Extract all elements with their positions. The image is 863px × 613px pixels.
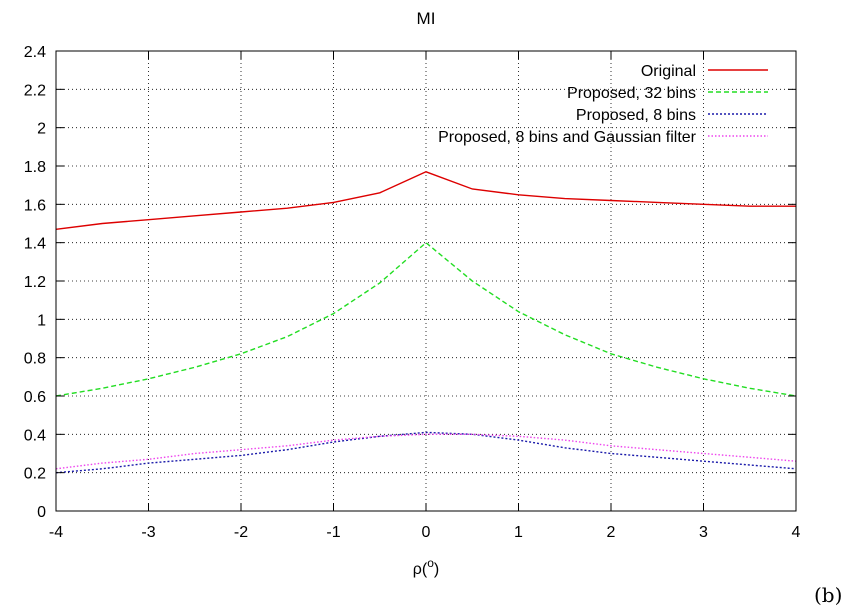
legend-label: Proposed, 8 bins bbox=[576, 107, 696, 124]
y-tick-label: 2 bbox=[37, 121, 46, 138]
y-tick-label: 2.2 bbox=[24, 82, 46, 99]
x-tick-label: 2 bbox=[607, 524, 616, 541]
y-tick-label: 1.6 bbox=[24, 197, 46, 214]
x-tick-label: 4 bbox=[792, 524, 801, 541]
series-line-4 bbox=[55, 433, 797, 470]
y-tick-label: 0.6 bbox=[24, 389, 46, 406]
legend-label: Proposed, 32 bins bbox=[567, 85, 696, 102]
x-axis-label-sup: o bbox=[427, 556, 434, 570]
x-tick-label: -4 bbox=[49, 524, 63, 541]
x-tick-label: 3 bbox=[699, 524, 708, 541]
y-tick-label: 0.2 bbox=[24, 466, 46, 483]
x-tick-label: -2 bbox=[234, 524, 248, 541]
y-tick-label: 1 bbox=[37, 312, 46, 329]
x-tick-label: 0 bbox=[422, 524, 431, 541]
y-tick-label: 2.4 bbox=[24, 44, 46, 61]
legend-label: Original bbox=[641, 63, 696, 80]
grid bbox=[56, 51, 796, 511]
series-line-3 bbox=[55, 431, 797, 474]
x-axis-label-main: ρ( bbox=[413, 561, 428, 578]
series-line-1 bbox=[55, 171, 796, 230]
x-tick-label: 1 bbox=[514, 524, 523, 541]
panel-label: (b) bbox=[814, 583, 842, 607]
series-lines bbox=[55, 171, 797, 474]
x-axis-label-close: ) bbox=[434, 561, 439, 578]
chart-title: MI bbox=[417, 9, 436, 28]
legend-label: Proposed, 8 bins and Gaussian filter bbox=[438, 129, 697, 146]
y-tick-label: 1.4 bbox=[24, 236, 46, 253]
x-tick-label: -3 bbox=[141, 524, 155, 541]
x-axis-label: ρ(o) bbox=[413, 556, 439, 578]
y-tick-label: 0.4 bbox=[24, 427, 46, 444]
y-tick-label: 1.8 bbox=[24, 159, 46, 176]
series-line-2 bbox=[55, 241, 797, 397]
y-tick-label: 1.2 bbox=[24, 274, 46, 291]
legend: Original Proposed, 32 bins Proposed, 8 bin… bbox=[438, 63, 768, 146]
axis-ticks: 0 0.2 0.4 0.6 0.8 1 1.2 1.4 1.6 1.8 2 2.2 2.4 -4 -3 -2 -… bbox=[24, 44, 801, 541]
y-tick-label: 0.8 bbox=[24, 351, 46, 368]
x-tick-label: -1 bbox=[326, 524, 340, 541]
y-tick-label: 0 bbox=[37, 504, 46, 521]
